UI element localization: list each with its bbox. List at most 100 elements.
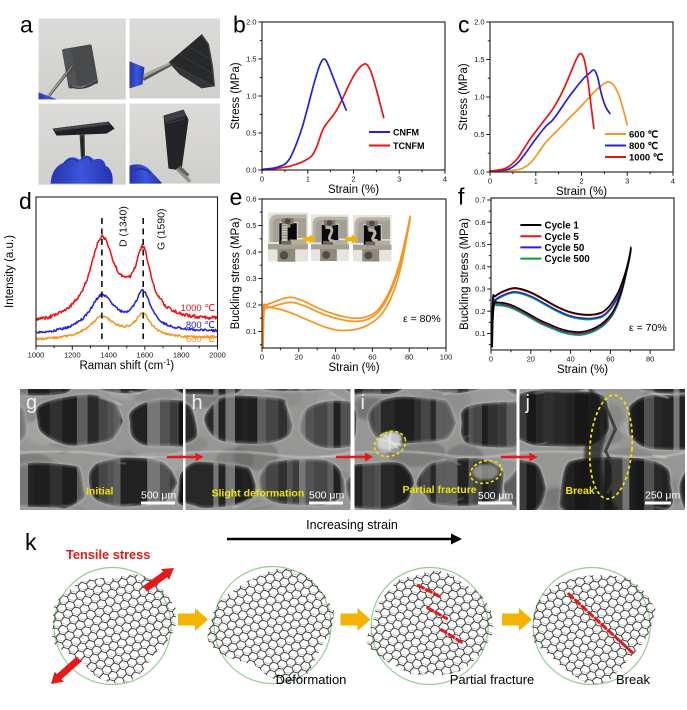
svg-text:Strain (%): Strain (%) <box>328 184 379 196</box>
svg-text:100: 100 <box>440 353 453 362</box>
svg-text:f: f <box>458 184 465 210</box>
svg-text:c: c <box>458 12 470 38</box>
svg-text:0.5: 0.5 <box>246 129 256 138</box>
svg-text:k: k <box>25 529 37 555</box>
svg-text:3: 3 <box>397 175 401 184</box>
svg-text:Partial fracture: Partial fracture <box>450 672 535 687</box>
svg-text:Strain (%): Strain (%) <box>557 364 608 376</box>
svg-text:0: 0 <box>489 355 493 364</box>
svg-text:Stress (MPa): Stress (MPa) <box>230 62 242 129</box>
svg-text:40: 40 <box>566 355 574 364</box>
svg-text:40: 40 <box>331 353 339 362</box>
svg-text:4: 4 <box>443 175 447 184</box>
svg-text:0: 0 <box>260 175 264 184</box>
svg-text:2.0: 2.0 <box>246 18 256 27</box>
svg-text:Tensile stress: Tensile stress <box>66 547 150 562</box>
svg-text:Cycle 1: Cycle 1 <box>545 221 580 232</box>
svg-text:1000 ℃: 1000 ℃ <box>181 303 216 314</box>
svg-text:Strain (%): Strain (%) <box>328 362 379 374</box>
svg-text:800 ℃: 800 ℃ <box>629 141 658 152</box>
svg-text:0.5: 0.5 <box>474 130 484 139</box>
svg-text:0.7: 0.7 <box>475 196 485 205</box>
svg-text:0.3: 0.3 <box>475 285 485 294</box>
svg-text:Slight deformation: Slight deformation <box>212 488 305 500</box>
svg-text:Break: Break <box>616 672 650 687</box>
svg-text:0.6: 0.6 <box>246 195 256 204</box>
svg-text:0.6: 0.6 <box>475 218 485 227</box>
svg-text:Increasing strain: Increasing strain <box>306 518 398 532</box>
svg-text:600 ℃: 600 ℃ <box>629 130 658 141</box>
svg-text:60: 60 <box>606 355 614 364</box>
svg-text:Deformation: Deformation <box>276 672 347 687</box>
svg-text:4: 4 <box>671 177 675 186</box>
svg-text:0.4: 0.4 <box>246 248 256 257</box>
svg-text:Break: Break <box>566 485 595 497</box>
svg-text:h: h <box>192 392 203 414</box>
svg-text:b: b <box>233 12 246 38</box>
svg-text:2: 2 <box>579 177 583 186</box>
svg-text:0: 0 <box>488 177 492 186</box>
svg-text:0.0: 0.0 <box>474 168 484 177</box>
svg-text:80: 80 <box>405 353 413 362</box>
svg-text:0.4: 0.4 <box>475 262 485 271</box>
svg-text:60: 60 <box>368 353 376 362</box>
svg-text:Intensity (a.u.): Intensity (a.u.) <box>4 235 16 308</box>
svg-text:1.5: 1.5 <box>474 55 484 64</box>
svg-text:1200: 1200 <box>64 351 81 360</box>
svg-text:2000: 2000 <box>209 351 226 360</box>
svg-text:Partial fracture: Partial fracture <box>403 484 477 496</box>
svg-text:Stress (MPa): Stress (MPa) <box>458 63 470 130</box>
svg-text:TCNFM: TCNFM <box>393 141 425 151</box>
svg-text:g: g <box>26 392 37 414</box>
svg-text:Raman shift (cm-1): Raman shift (cm-1) <box>79 358 174 373</box>
svg-text:i: i <box>361 392 365 414</box>
svg-text:2: 2 <box>351 175 355 184</box>
svg-text:800 ℃: 800 ℃ <box>186 320 215 331</box>
svg-text:1000: 1000 <box>28 351 45 360</box>
svg-text:0.2: 0.2 <box>475 307 485 316</box>
svg-text:500 μm: 500 μm <box>141 490 176 502</box>
svg-text:500 μm: 500 μm <box>478 490 513 502</box>
svg-text:1800: 1800 <box>173 351 190 360</box>
svg-text:1400: 1400 <box>100 351 117 360</box>
svg-text:1000 ℃: 1000 ℃ <box>629 153 664 164</box>
svg-text:3: 3 <box>625 177 629 186</box>
svg-text:600 ℃: 600 ℃ <box>186 334 215 345</box>
svg-text:0: 0 <box>260 353 264 362</box>
svg-text:d: d <box>19 188 32 214</box>
svg-text:0.5: 0.5 <box>246 221 256 230</box>
svg-text:1: 1 <box>306 175 310 184</box>
svg-text:ε = 80%: ε = 80% <box>403 313 441 325</box>
svg-text:ε = 70%: ε = 70% <box>629 322 667 334</box>
svg-text:0.2: 0.2 <box>246 301 256 310</box>
svg-text:0.5: 0.5 <box>475 240 485 249</box>
svg-text:Buckling stress (MPa): Buckling stress (MPa) <box>230 217 242 329</box>
svg-text:1.5: 1.5 <box>246 55 256 64</box>
svg-text:1600: 1600 <box>137 351 154 360</box>
svg-text:2.0: 2.0 <box>474 18 484 27</box>
svg-text:0.1: 0.1 <box>246 327 256 336</box>
svg-text:0.1: 0.1 <box>475 329 485 338</box>
svg-text:20: 20 <box>527 355 535 364</box>
svg-text:Cycle 50: Cycle 50 <box>545 243 585 254</box>
svg-text:Strain (%): Strain (%) <box>556 186 607 198</box>
svg-text:Buckling stress (MPa): Buckling stress (MPa) <box>459 218 471 330</box>
svg-text:a: a <box>20 12 33 38</box>
svg-text:250 μm: 250 μm <box>645 490 680 502</box>
svg-text:0.3: 0.3 <box>246 274 256 283</box>
svg-text:j: j <box>525 392 530 414</box>
svg-text:80: 80 <box>646 355 654 364</box>
svg-text:500 μm: 500 μm <box>309 490 344 502</box>
svg-text:CNFM: CNFM <box>393 128 419 138</box>
svg-text:Cycle 500: Cycle 500 <box>545 254 591 265</box>
svg-text:1: 1 <box>534 177 538 186</box>
svg-text:G (1590): G (1590) <box>156 209 168 250</box>
svg-text:0.0: 0.0 <box>246 166 256 175</box>
svg-text:20: 20 <box>295 353 303 362</box>
svg-text:Initial: Initial <box>86 486 114 498</box>
svg-text:e: e <box>230 184 243 210</box>
svg-text:1.0: 1.0 <box>474 93 484 102</box>
svg-text:D (1340): D (1340) <box>118 206 130 247</box>
svg-text:1.0: 1.0 <box>246 92 256 101</box>
svg-text:Cycle 5: Cycle 5 <box>545 232 580 243</box>
